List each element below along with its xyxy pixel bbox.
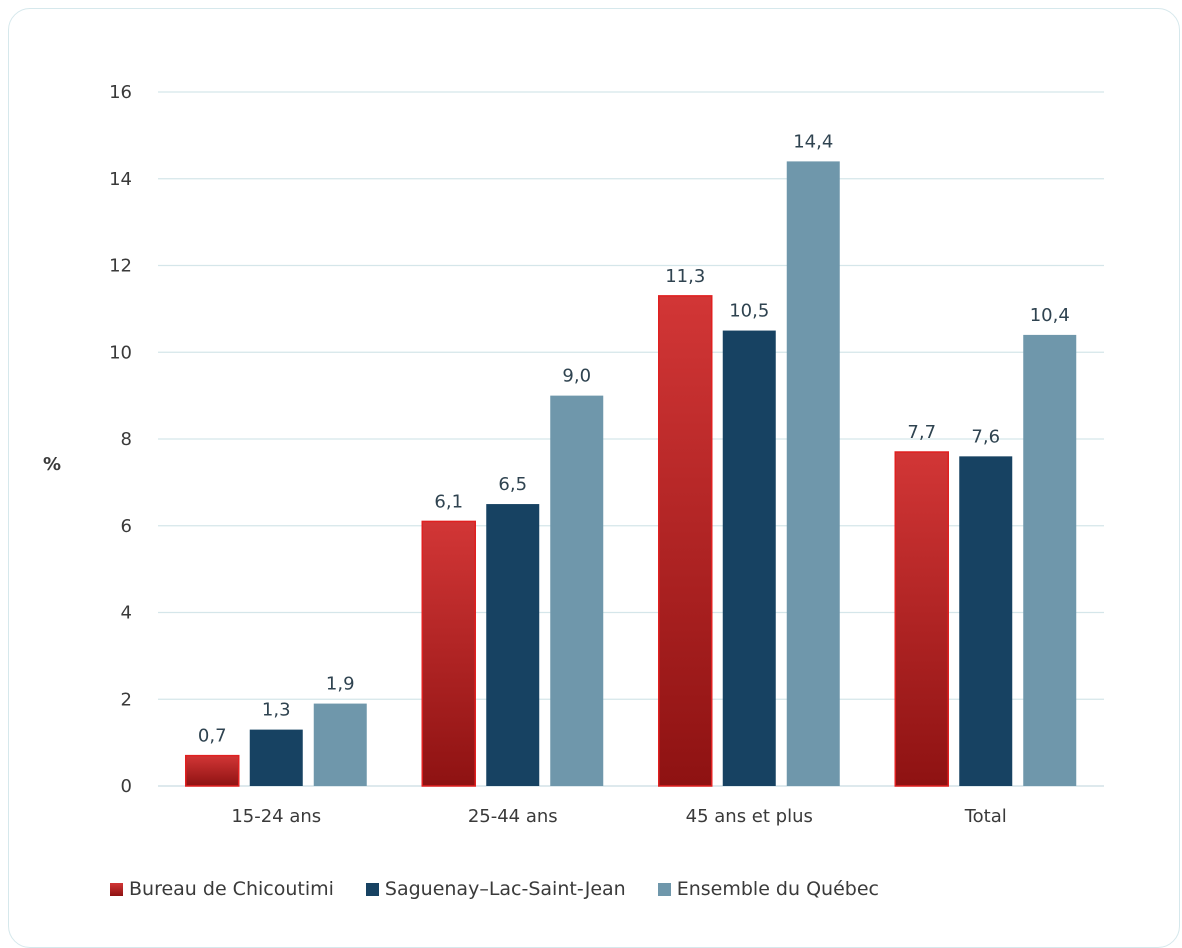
legend-label: Bureau de Chicoutimi: [129, 878, 334, 900]
y-tick-label: 14: [109, 169, 132, 190]
bar-1-1: [185, 754, 240, 787]
bar-3-3: [786, 161, 840, 786]
bar-2-3: [722, 330, 776, 786]
data-label: 11,3: [665, 266, 705, 287]
data-label: 14,4: [793, 131, 833, 152]
data-label: 6,5: [498, 474, 527, 495]
data-label: 0,7: [198, 726, 227, 747]
legend-swatch: [110, 882, 123, 896]
data-label: 6,1: [434, 491, 463, 512]
legend-item: Saguenay–Lac-Saint-Jean: [365, 878, 626, 900]
legend-label: Ensemble du Québec: [676, 878, 879, 900]
y-tick-label: 8: [121, 429, 132, 450]
y-tick-label: 12: [109, 256, 132, 277]
legend-item: Ensemble du Québec: [657, 878, 879, 900]
data-label: 1,9: [326, 674, 355, 695]
legend-label: Saguenay–Lac-Saint-Jean: [384, 878, 626, 900]
legend-swatch: [657, 882, 671, 896]
data-label: 1,3: [262, 700, 291, 721]
bar-3-4: [1023, 334, 1077, 786]
bar-2-4: [959, 456, 1013, 786]
x-category-label: 45 ans et plus: [686, 806, 813, 827]
bar-1-3: [658, 295, 713, 787]
bar-2-2: [486, 504, 540, 786]
y-axis-label: %: [43, 454, 61, 475]
data-label: 9,0: [562, 366, 591, 387]
y-tick-label: 16: [109, 82, 132, 103]
data-label: 10,5: [729, 301, 769, 322]
y-tick-label: 6: [121, 516, 132, 537]
data-label: 7,7: [907, 422, 936, 443]
bar-1-4: [894, 451, 949, 787]
y-tick-label: 10: [109, 342, 132, 363]
data-label: 7,6: [971, 426, 1000, 447]
bar-3-2: [550, 395, 604, 786]
bar-2-1: [249, 729, 303, 786]
x-category-label: Total: [964, 806, 1007, 827]
x-category-label: 25-44 ans: [468, 806, 558, 827]
legend: Bureau de Chicoutimi Saguenay–Lac-Saint-J…: [110, 878, 879, 900]
legend-item: Bureau de Chicoutimi: [110, 878, 334, 900]
legend-swatch: [365, 882, 379, 896]
data-label: 10,4: [1030, 305, 1070, 326]
bar-chart: 0 2 4 6 8 10 12 14 16 0,7 1,3 1,9 15-24 ans 6,1 6,5 9,…: [43, 82, 1104, 827]
y-tick-label: 2: [121, 689, 132, 710]
bar-3-1: [313, 703, 367, 786]
bar-1-2: [421, 520, 476, 787]
y-tick-label: 4: [121, 603, 132, 624]
y-tick-label: 0: [121, 776, 132, 797]
x-category-label: 15-24 ans: [231, 806, 321, 827]
